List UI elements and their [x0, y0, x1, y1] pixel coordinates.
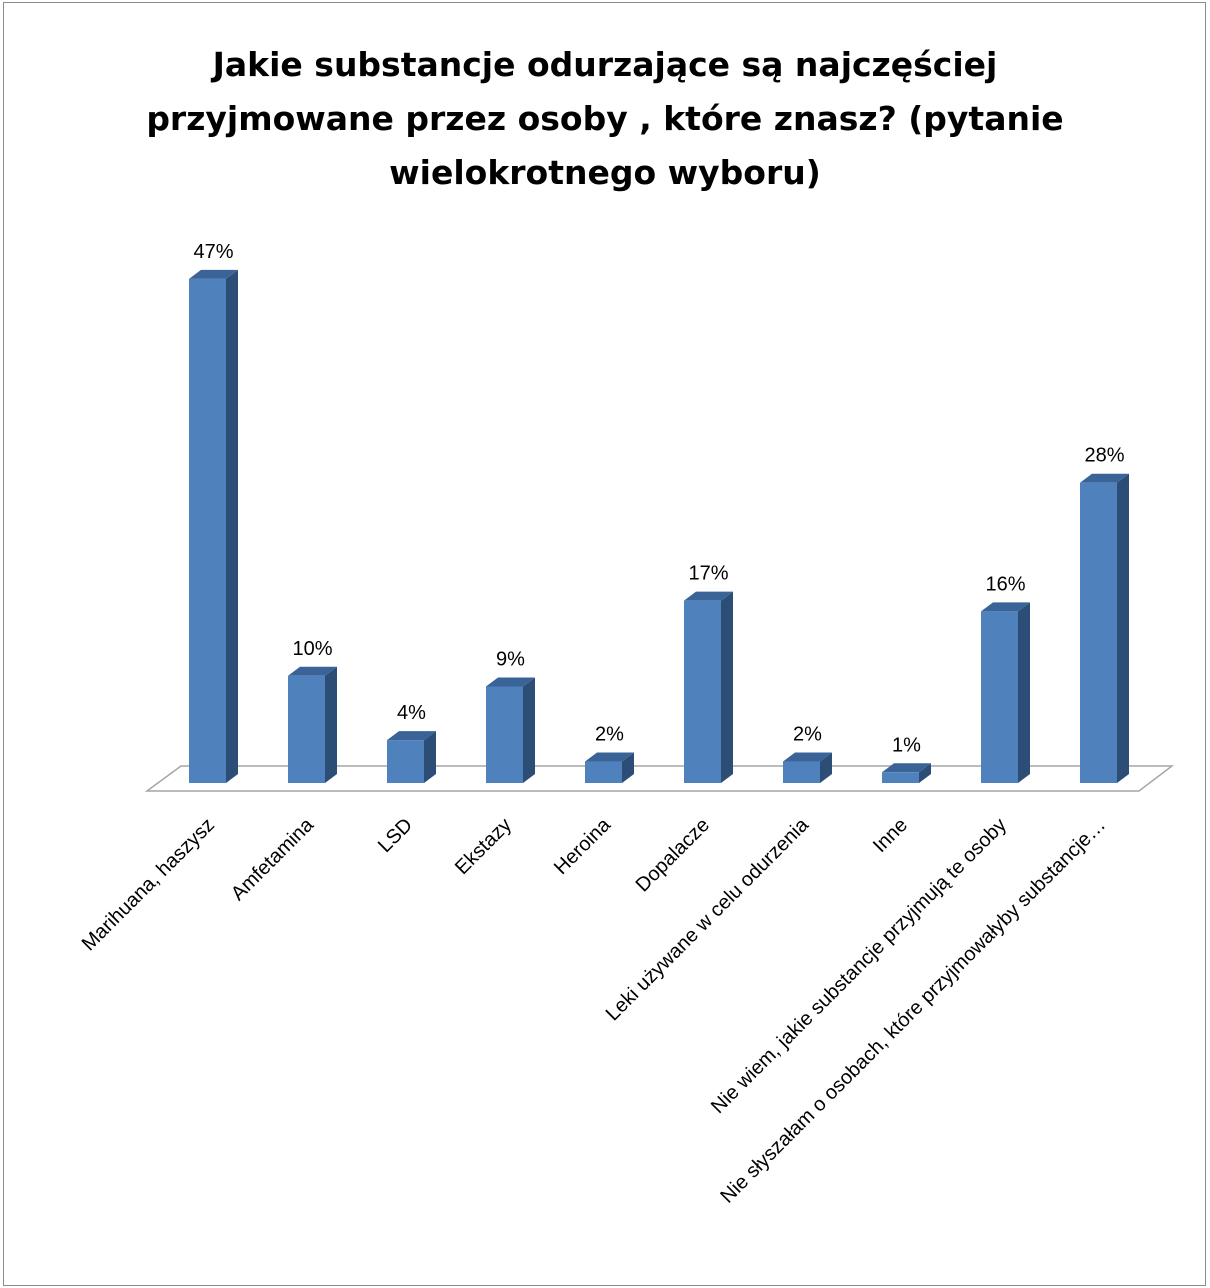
data-label: 2% [793, 724, 822, 746]
category-label: LSD [374, 814, 417, 857]
bar-top [684, 591, 733, 601]
bar-top [585, 752, 634, 762]
bar-group [585, 752, 634, 783]
bar [981, 611, 1018, 783]
bar-side [424, 731, 436, 783]
bar [783, 761, 820, 783]
category-label: Leki używane w celu odurzenia [602, 813, 814, 1025]
data-label: 4% [397, 702, 426, 724]
bar [486, 686, 523, 783]
bar-top [288, 666, 337, 676]
bar-group [387, 731, 436, 783]
bar-top [882, 763, 931, 773]
bar [189, 278, 226, 783]
bar-group [981, 602, 1030, 783]
bar-side [226, 269, 238, 783]
bar-side [919, 763, 931, 783]
bar-group [189, 269, 238, 783]
category-label: Dopalacze [632, 814, 714, 896]
bar [585, 761, 622, 783]
bar-top [387, 731, 436, 741]
bar-group [486, 677, 535, 783]
chart-title: Jakie substancje odurzające są najczęści… [146, 45, 1064, 192]
bar-side [1018, 602, 1030, 783]
data-label: 47% [193, 241, 233, 263]
data-label: 1% [892, 734, 921, 756]
category-label: Ekstazy [451, 814, 516, 879]
data-label: 28% [1084, 445, 1124, 467]
category-label: Amfetamina [227, 813, 319, 905]
bar-top [783, 752, 832, 762]
bar-side [820, 752, 832, 783]
bar-group [882, 763, 931, 783]
bar-side [622, 752, 634, 783]
category-label: Inne [869, 814, 912, 857]
category-label: Heroina [550, 813, 616, 879]
bar-side [721, 591, 733, 783]
bar-group [288, 666, 337, 783]
bar [288, 675, 325, 783]
category-label: Marihuana, haszysz [78, 814, 219, 955]
data-label: 10% [292, 638, 332, 660]
bar-top [1080, 473, 1129, 483]
bar-side [523, 677, 535, 783]
bar-side [1117, 473, 1129, 783]
bar [1080, 482, 1117, 783]
bar-group [684, 591, 733, 783]
data-label: 2% [595, 724, 624, 746]
bar-group [783, 752, 832, 783]
bar [684, 600, 721, 783]
data-label: 16% [985, 573, 1025, 595]
bar [882, 772, 919, 783]
bar-top [981, 602, 1030, 612]
bar [387, 740, 424, 783]
bar-top [189, 269, 238, 279]
bar-top [486, 677, 535, 687]
category-label: Nie słyszałam o osobach, które przyjmowa… [716, 814, 1110, 1208]
bar-group [1080, 473, 1129, 783]
data-label: 9% [496, 648, 525, 670]
bar-side [325, 666, 337, 783]
data-label: 17% [688, 563, 728, 585]
